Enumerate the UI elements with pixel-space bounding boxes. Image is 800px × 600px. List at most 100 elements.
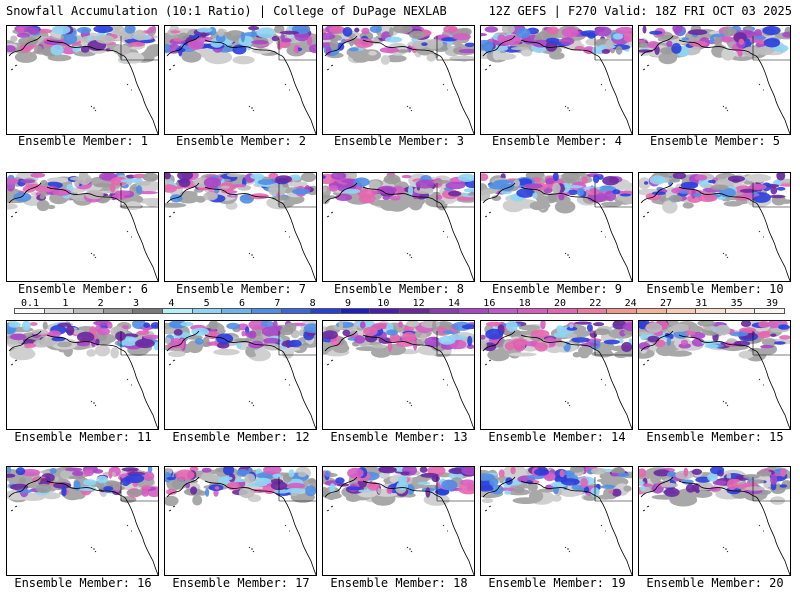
islands — [642, 505, 764, 553]
legend-label: 7 — [274, 298, 281, 309]
border-lines — [752, 477, 790, 502]
snowfall-field — [639, 321, 790, 362]
islands — [326, 64, 448, 112]
ensemble-member-map — [6, 466, 159, 576]
legend-label: 8 — [309, 298, 316, 309]
snowfall-map — [7, 173, 158, 281]
snowfall-field — [165, 321, 316, 362]
ensemble-member-map — [322, 172, 475, 282]
ensemble-member-caption: Ensemble Member: 9 — [491, 282, 623, 296]
islands — [484, 359, 606, 407]
snowfall-color-legend: 0.1 1 2 3 4 5 6 7 8 9 10 12 14 16 18 20 22 24 27 31 35 39 — [14, 298, 785, 318]
border-lines — [120, 331, 158, 356]
snowfall-map — [7, 321, 158, 429]
snowfall-field — [323, 321, 474, 358]
ensemble-member-map — [6, 25, 159, 135]
legend-label: 18 — [518, 298, 531, 309]
ensemble-member-caption: Ensemble Member: 2 — [175, 134, 307, 148]
legend-label: 35 — [730, 298, 743, 309]
snowfall-map — [481, 26, 632, 134]
legend-label: 0.1 — [20, 298, 40, 309]
islands — [168, 64, 290, 112]
legend-label: 5 — [203, 298, 210, 309]
snowfall-map — [639, 173, 790, 281]
ensemble-member-map — [480, 466, 633, 576]
ensemble-member-map — [638, 466, 791, 576]
legend-color-swatch — [754, 308, 785, 314]
ensemble-member-caption: Ensemble Member: 1 — [17, 134, 149, 148]
ensemble-member-caption: Ensemble Member: 17 — [172, 576, 310, 590]
snowfall-map — [323, 321, 474, 429]
ensemble-member-map — [164, 466, 317, 576]
legend-label: 4 — [168, 298, 175, 309]
border-lines — [594, 477, 632, 502]
legend-color-swatch — [43, 308, 75, 314]
islands — [642, 64, 764, 112]
snowfall-map — [165, 26, 316, 134]
border-lines — [120, 477, 158, 502]
ensemble-member-caption: Ensemble Member: 15 — [646, 430, 784, 444]
border-lines — [278, 183, 316, 208]
snowfall-field — [165, 467, 316, 507]
legend-label: 2 — [97, 298, 104, 309]
snowfall-map — [7, 467, 158, 575]
legend-label: 22 — [589, 298, 602, 309]
ensemble-member-caption: Ensemble Member: 4 — [491, 134, 623, 148]
islands — [168, 359, 290, 407]
border-lines — [278, 477, 316, 502]
snowfall-map — [165, 467, 316, 575]
snowfall-field — [7, 467, 158, 503]
snowfall-map — [323, 26, 474, 134]
ensemble-member-map — [322, 320, 475, 430]
ensemble-member-map — [322, 466, 475, 576]
legend-color-swatch — [280, 308, 312, 314]
snowfall-map — [481, 173, 632, 281]
legend-label: 9 — [344, 298, 352, 309]
ensemble-member-map — [480, 320, 633, 430]
ensemble-member-caption: Ensemble Member: 7 — [175, 282, 307, 296]
snowfall-field — [323, 26, 474, 65]
ensemble-member-map — [164, 25, 317, 135]
snowfall-field — [7, 173, 158, 212]
legend-label: 1 — [62, 298, 69, 309]
ensemble-member-caption: Ensemble Member: 11 — [14, 430, 152, 444]
snowfall-map — [165, 321, 316, 429]
islands — [642, 359, 764, 407]
border-lines — [752, 183, 790, 208]
border-lines — [594, 331, 632, 356]
ensemble-member-caption: Ensemble Member: 19 — [488, 576, 626, 590]
legend-color-swatch — [162, 308, 193, 314]
snowfall-map — [481, 321, 632, 429]
islands — [10, 211, 132, 259]
legend-label: 16 — [483, 298, 496, 309]
snowfall-field — [7, 321, 158, 361]
snowfall-field — [639, 26, 790, 65]
ensemble-member-caption: Ensemble Member: 16 — [14, 576, 152, 590]
ensemble-member-map — [638, 320, 791, 430]
ensemble-member-caption: Ensemble Member: 12 — [172, 430, 310, 444]
border-lines — [752, 36, 790, 61]
islands — [484, 64, 606, 112]
ensemble-member-caption: Ensemble Member: 6 — [17, 282, 149, 296]
border-lines — [436, 477, 474, 502]
legend-label: 3 — [132, 298, 140, 309]
snowfall-field — [323, 173, 474, 212]
border-lines — [120, 183, 158, 208]
legend-label: 14 — [447, 298, 461, 309]
ensemble-member-caption: Ensemble Member: 14 — [488, 430, 626, 444]
border-lines — [752, 331, 790, 356]
ensemble-member-caption: Ensemble Member: 13 — [330, 430, 468, 444]
legend-label: 27 — [659, 298, 673, 309]
snowfall-map — [165, 173, 316, 281]
snowfall-map — [481, 467, 632, 575]
islands — [326, 505, 448, 553]
border-lines — [594, 183, 632, 208]
run-info: 12Z GEFS | F270 Valid: 18Z FRI OCT 03 20… — [488, 4, 792, 18]
snowfall-field — [481, 467, 632, 505]
ensemble-member-map — [164, 320, 317, 430]
legend-label: 12 — [412, 298, 425, 309]
islands — [642, 211, 764, 259]
snowfall-field — [165, 173, 316, 210]
legend-label: 31 — [695, 298, 708, 309]
ensemble-member-caption: Ensemble Member: 18 — [330, 576, 468, 590]
